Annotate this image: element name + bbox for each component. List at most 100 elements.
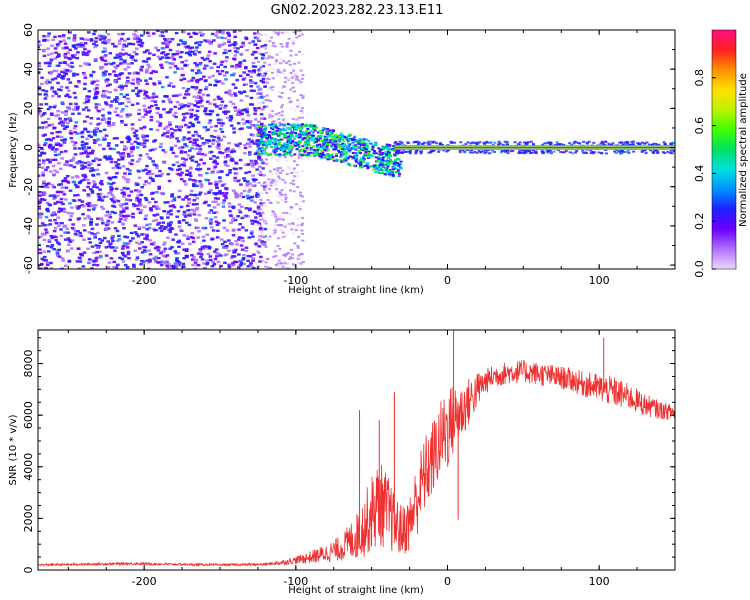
spectrogram-cell	[101, 108, 105, 111]
spectrogram-cell	[291, 139, 295, 142]
spectrogram-cell	[258, 227, 263, 231]
spectrogram-cell	[228, 209, 232, 213]
spectrogram-cell	[87, 63, 91, 66]
spectrogram-cell	[87, 50, 91, 53]
spectrogram-cell	[212, 39, 216, 42]
spectrogram-cell	[188, 140, 193, 144]
spectrogram-cell	[151, 219, 156, 223]
spectrogram-cell	[178, 174, 183, 177]
spectrogram-cell	[289, 88, 293, 91]
spectrogram-cell	[125, 265, 130, 269]
spectrogram-cell	[328, 154, 332, 157]
spectrogram-cell	[330, 145, 334, 148]
spectrogram-cell	[216, 95, 221, 99]
snr-xlabel: Height of straight line (km)	[288, 585, 424, 596]
spectrogram-cell	[652, 152, 656, 155]
spectrogram-cell	[82, 101, 87, 105]
spectrogram-cell	[120, 140, 124, 144]
spectrogram-cell	[597, 151, 601, 154]
spectrogram-cell	[274, 220, 278, 223]
spectrogram-cell	[225, 56, 229, 59]
spectrogram-cell	[275, 60, 279, 63]
spectrogram-cell	[194, 130, 198, 134]
spectrogram-cell	[199, 40, 203, 44]
spectrogram-cell	[105, 84, 110, 87]
spectrogram-cell	[296, 126, 300, 129]
spectrogram-cell	[666, 150, 670, 153]
spectrogram-cell	[147, 182, 152, 185]
spectrogram-cell	[47, 240, 52, 243]
spectrogram-cell	[248, 120, 253, 123]
spectrogram-cell	[114, 199, 119, 202]
spectrogram-cell	[347, 149, 351, 152]
spectrogram-cell	[125, 81, 129, 84]
spectrogram-cell	[123, 68, 128, 71]
spectrogram-cell	[281, 149, 285, 152]
spectrogram-cell	[125, 76, 130, 79]
spectrogram-cell	[194, 87, 198, 91]
spectrogram-cell	[224, 191, 229, 195]
spectrogram-cell	[299, 94, 303, 97]
spectrogram-cell	[113, 65, 118, 68]
spectrogram-cell	[209, 150, 214, 154]
spectrogram-cell	[115, 96, 119, 99]
spectrogram-cell	[143, 217, 148, 221]
spectrogram-cell	[109, 62, 114, 66]
spectrogram-cell	[326, 132, 330, 135]
spectrogram-cell	[212, 103, 217, 106]
spectrogram-cell	[365, 147, 369, 150]
spectrogram-cell	[38, 190, 42, 194]
spectrogram-cell	[38, 40, 41, 43]
spectrogram-cell	[493, 141, 497, 144]
spectrogram-cell	[173, 71, 177, 74]
spectrogram-cell	[200, 245, 205, 249]
spectrogram-cell	[57, 210, 61, 213]
spectrogram-cell	[216, 137, 221, 140]
spectrogram-cell	[237, 203, 242, 206]
spectrogram-cell	[257, 89, 261, 92]
spectrogram-cell	[523, 141, 527, 144]
spectrogram-cell	[362, 147, 366, 150]
spectrogram-cell	[291, 86, 295, 89]
spectrogram-cell	[309, 151, 313, 154]
spectrogram-cell	[144, 60, 149, 63]
spectrogram-cell	[57, 221, 62, 225]
spectrogram-cell	[555, 141, 559, 144]
spectrogram-cell	[86, 178, 90, 182]
spectrogram-cell	[52, 194, 56, 197]
spectrogram-cell	[175, 100, 180, 104]
spectrogram-cell	[257, 191, 261, 194]
spectrogram-cell	[41, 113, 46, 116]
spectrogram-cell	[224, 51, 228, 54]
spectrogram-cell	[308, 124, 312, 127]
spectrogram-cell	[47, 182, 51, 185]
spectrogram-cell	[654, 142, 658, 145]
spectrogram-cell	[279, 229, 283, 232]
spectrogram-cell	[60, 157, 64, 160]
spectrogram-cell	[46, 244, 50, 248]
spectrogram-cell	[300, 33, 304, 36]
spectrogram-cell	[183, 143, 187, 146]
spectrogram-cell	[268, 201, 272, 204]
spectrogram-cell	[656, 150, 660, 153]
spectrogram-cell	[259, 135, 263, 138]
colorbar-tick-label: 0.8	[693, 69, 706, 87]
spectrogram-cell	[101, 95, 106, 99]
spectrogram-cell	[67, 107, 71, 111]
spectrogram-cell	[74, 205, 79, 208]
spectrogram-cell	[238, 60, 243, 64]
spectrogram-cell	[300, 224, 304, 227]
spectrogram-cell	[75, 43, 80, 46]
spectrogram-cell	[146, 57, 150, 61]
spectrogram-cell	[190, 155, 195, 158]
spectrogram-cell	[52, 69, 56, 72]
spectrogram-cell	[91, 70, 96, 74]
spectrogram-cell	[128, 239, 133, 243]
spectrogram-cell	[89, 221, 93, 224]
spectrogram-cell	[114, 161, 118, 164]
spectrogram-cell	[292, 190, 296, 193]
spectrogram-cell	[140, 41, 145, 45]
spectrogram-cell	[74, 47, 78, 50]
spectrogram-cell	[126, 140, 131, 144]
spectrogram-cell	[380, 171, 384, 174]
